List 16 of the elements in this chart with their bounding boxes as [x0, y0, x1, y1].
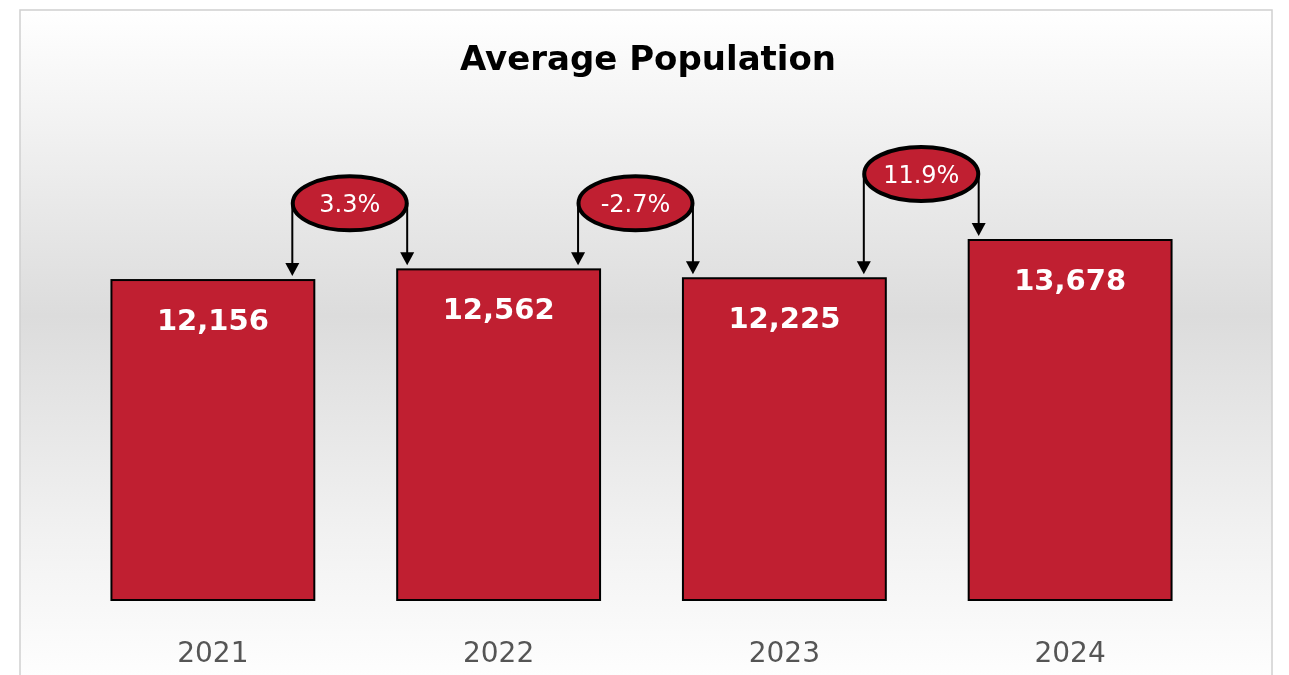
- x-tick-label: 2024: [1034, 636, 1106, 669]
- bar: [681, 277, 887, 601]
- chart-title: Average Population: [459, 38, 837, 78]
- x-tick-label: 2023: [748, 636, 821, 669]
- text: 3.3%: [319, 190, 381, 219]
- text: 11.9%: [883, 161, 960, 189]
- bar: [396, 268, 602, 601]
- data-label: 12,156: [156, 303, 269, 338]
- bar: [110, 279, 316, 601]
- bar: [967, 239, 1173, 601]
- data-label: 13,678: [1014, 263, 1127, 297]
- text: -2.7%: [600, 190, 671, 219]
- x-tick-label: 2022: [462, 636, 535, 669]
- data-label: 12,225: [728, 301, 841, 336]
- x-tick-label: 2021: [177, 636, 249, 669]
- data-label: 12,562: [442, 292, 555, 327]
